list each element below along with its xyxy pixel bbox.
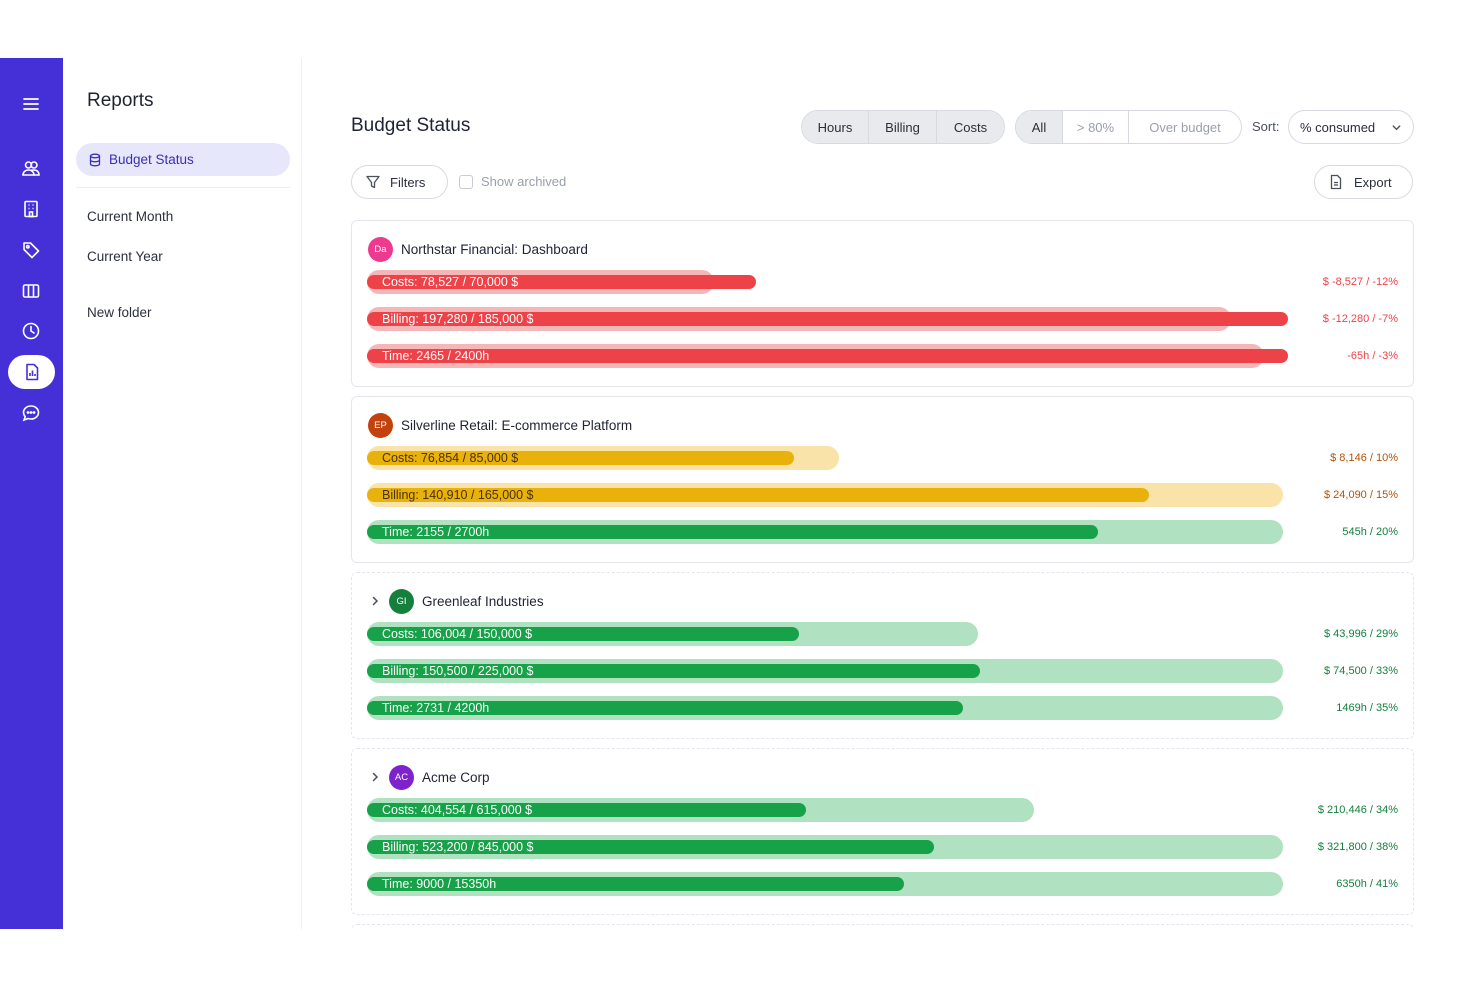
filter-over-budget[interactable]: Over budget (1128, 111, 1241, 143)
sidebar-folder[interactable]: New folder (87, 305, 152, 320)
clock-icon[interactable] (12, 314, 50, 348)
filters-button[interactable]: Filters (351, 165, 448, 199)
database-icon (89, 153, 101, 166)
bar-label: Costs: 76,854 / 85,000 $ (382, 451, 519, 465)
reports-sidebar: Reports Budget Status Current Month Curr… (63, 58, 302, 929)
consumed-fill (367, 488, 1149, 502)
page-title: Budget Status (351, 115, 471, 136)
columns-icon[interactable] (12, 274, 50, 308)
sidebar-item-budget-status[interactable]: Budget Status (76, 143, 290, 176)
project-card: EP Silverline Retail: E-commerce Platform… (351, 396, 1414, 563)
consumed-fill (367, 525, 1098, 539)
consumed-fill (367, 312, 1288, 326)
bar-label: Costs: 404,554 / 615,000 $ (382, 803, 533, 817)
chat-icon[interactable] (12, 396, 50, 430)
bar-label: Billing: 523,200 / 845,000 $ (382, 840, 534, 854)
project-header[interactable]: EP Silverline Retail: E-commerce Platform (368, 412, 632, 438)
project-name: Silverline Retail: E-commerce Platform (401, 417, 633, 433)
project-card (351, 924, 1414, 929)
avatar: AC (389, 764, 414, 790)
project-card: Da Northstar Financial: Dashboard Costs: 7… (351, 220, 1414, 387)
remaining-value: $ -8,527 / -12% (1322, 276, 1398, 288)
filter-over-80[interactable]: > 80% (1062, 111, 1128, 143)
sort-select[interactable]: % consumed (1288, 110, 1414, 144)
tab-billing[interactable]: Billing (868, 111, 936, 143)
sidebar-title: Reports (87, 90, 154, 111)
sidebar-item-label: Budget Status (109, 152, 194, 167)
project-name: Northstar Financial: Dashboard (401, 241, 588, 257)
document-icon (1330, 174, 1342, 190)
project-name: Greenleaf Industries (422, 593, 544, 609)
sort-label: Sort: (1252, 119, 1280, 134)
filter-toggle: All > 80% Over budget (1015, 110, 1242, 144)
menu-icon[interactable] (12, 87, 50, 121)
bar-label: Billing: 197,280 / 185,000 $ (382, 312, 534, 326)
consumed-fill (367, 275, 756, 289)
filters-label: Filters (390, 174, 426, 190)
bar-label: Time: 2465 / 2400h (382, 349, 490, 363)
remaining-value: $ 24,090 / 15% (1323, 489, 1398, 501)
remaining-value: 6350h / 41% (1336, 878, 1398, 890)
bar-label: Time: 2155 / 2700h (382, 525, 490, 539)
bar-label: Costs: 78,527 / 70,000 $ (382, 275, 519, 289)
remaining-value: $ 321,800 / 38% (1317, 841, 1398, 853)
tab-hours[interactable]: Hours (802, 111, 868, 143)
avatar: GI (389, 588, 414, 614)
consumed-fill (367, 803, 806, 817)
remaining-value: $ -12,280 / -7% (1322, 313, 1398, 325)
project-header[interactable]: GI Greenleaf Industries (368, 588, 544, 614)
bar-label: Time: 9000 / 15350h (382, 877, 497, 891)
remaining-value: $ 43,996 / 29% (1323, 628, 1398, 640)
chevron-right-icon[interactable] (368, 770, 382, 784)
project-name: Acme Corp (422, 769, 490, 785)
tag-icon[interactable] (12, 233, 50, 267)
export-label: Export (1354, 174, 1392, 190)
filter-icon (366, 175, 380, 189)
show-archived-checkbox[interactable] (459, 175, 473, 189)
sidebar-item-current-month[interactable]: Current Month (87, 209, 174, 224)
consumed-fill (367, 451, 794, 465)
consumed-fill (367, 664, 980, 678)
app-window: Reports Budget Status Current Month Curr… (0, 58, 1480, 929)
sidebar-divider (76, 187, 290, 188)
consumed-fill (367, 627, 799, 641)
project-card: AC Acme Corp Costs: 404,554 / 615,000 $ $ 2… (351, 748, 1414, 915)
consumed-fill (367, 840, 934, 854)
type-toggle: Hours Billing Costs (801, 110, 1005, 144)
main-content: Budget Status Hours Billing Costs All > … (301, 58, 1480, 929)
bar-label: Time: 2731 / 4200h (382, 701, 490, 715)
remaining-value: $ 8,146 / 10% (1330, 452, 1398, 464)
consumed-fill (367, 877, 904, 891)
avatar: EP (368, 412, 393, 438)
chevron-down-icon (1392, 125, 1401, 131)
avatar: Da (368, 236, 393, 262)
chevron-right-icon[interactable] (368, 594, 382, 608)
bar-label: Billing: 140,910 / 165,000 $ (382, 488, 534, 502)
users-icon[interactable] (12, 151, 50, 185)
remaining-value: -65h / -3% (1347, 350, 1398, 362)
filter-all[interactable]: All (1016, 111, 1062, 143)
project-card: GI Greenleaf Industries Costs: 106,004 / 1… (351, 572, 1414, 739)
remaining-value: 545h / 20% (1342, 526, 1398, 538)
nav-rail (0, 58, 63, 929)
remaining-value: $ 74,500 / 33% (1323, 665, 1398, 677)
tab-costs[interactable]: Costs (936, 111, 1004, 143)
consumed-fill (367, 701, 963, 715)
sidebar-item-current-year[interactable]: Current Year (87, 249, 163, 264)
building-icon[interactable] (12, 192, 50, 226)
report-icon[interactable] (8, 355, 55, 389)
sort-value: % consumed (1300, 119, 1376, 135)
remaining-value: 1469h / 35% (1336, 702, 1398, 714)
project-header[interactable]: AC Acme Corp (368, 764, 490, 790)
consumed-fill (367, 349, 1288, 363)
export-button[interactable]: Export (1314, 165, 1413, 199)
project-header[interactable]: Da Northstar Financial: Dashboard (368, 236, 588, 262)
bar-label: Costs: 106,004 / 150,000 $ (382, 627, 533, 641)
bar-label: Billing: 150,500 / 225,000 $ (382, 664, 534, 678)
show-archived-label[interactable]: Show archived (481, 174, 567, 189)
remaining-value: $ 210,446 / 34% (1317, 804, 1398, 816)
